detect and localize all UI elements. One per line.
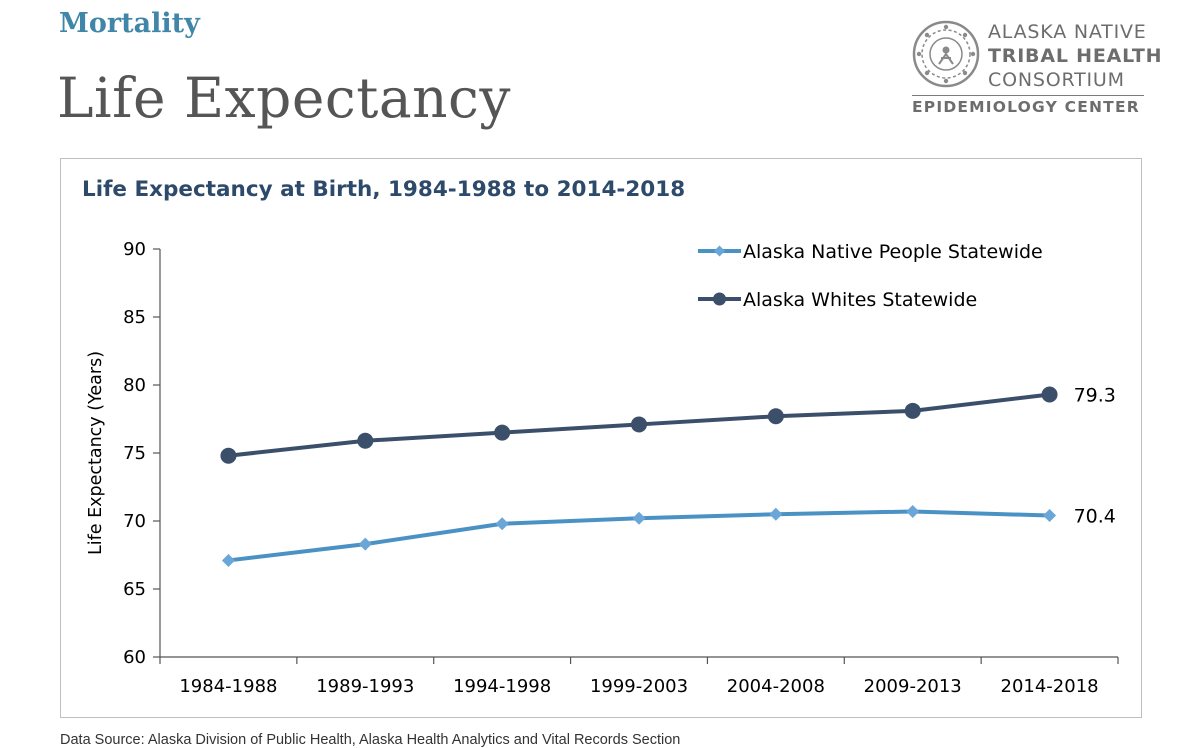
- data-point-series-2: [904, 402, 921, 419]
- y-tick-label: 60: [123, 647, 146, 668]
- logo-subtitle: EPIDEMIOLOGY CENTER: [912, 98, 1140, 116]
- data-point-series-1: [632, 511, 646, 525]
- logo-line-1: ALASKA NATIVE: [988, 21, 1147, 43]
- chart-title: Life Expectancy at Birth, 1984-1988 to 2…: [82, 177, 686, 202]
- x-tick-label: 1989-1993: [316, 676, 414, 697]
- y-tick-label: 85: [123, 307, 146, 328]
- data-point-series-1: [221, 553, 235, 567]
- data-point-series-1: [1043, 509, 1057, 523]
- data-label-series-2: 79.3: [1074, 385, 1116, 407]
- line-chart: 60 65 70 75 80 85 90 1984-1988 1989-1993 1994-199…: [86, 239, 1119, 697]
- data-point-series-2: [631, 416, 647, 433]
- x-tick-label: 1999-2003: [590, 676, 688, 697]
- data-point-series-2: [357, 432, 374, 449]
- x-tick-label: 2009-2013: [864, 676, 962, 697]
- data-point-series-1: [769, 507, 783, 521]
- data-point-series-1: [358, 537, 372, 551]
- y-tick-label: 65: [123, 579, 146, 600]
- logo-line-2: TRIBAL HEALTH: [988, 45, 1163, 67]
- data-point-series-1: [906, 504, 920, 518]
- legend-marker-2: [713, 292, 726, 306]
- y-tick-label: 75: [123, 443, 146, 464]
- x-tick-label: 2014-2018: [1001, 676, 1099, 697]
- section-heading: Mortality: [59, 8, 200, 39]
- legend-marker-1: [714, 245, 725, 257]
- data-source-note: Data Source: Alaska Division of Public H…: [60, 732, 681, 748]
- y-tick-label: 80: [123, 375, 146, 396]
- data-point-series-2: [1041, 386, 1058, 403]
- y-axis-label: Life Expectancy (Years): [86, 351, 106, 555]
- organization-logo: ALASKA NATIVE TRIBAL HEALTH CONSORTIUM E…: [912, 18, 1162, 118]
- data-point-series-2: [767, 408, 784, 425]
- page-title: Life Expectancy: [57, 66, 511, 130]
- data-point-series-2: [494, 424, 511, 441]
- logo-line-3: CONSORTIUM: [988, 69, 1125, 91]
- x-tick-label: 2004-2008: [727, 676, 825, 697]
- data-point-series-2: [220, 447, 237, 464]
- data-point-series-1: [495, 517, 509, 531]
- data-label-series-1: 70.4: [1074, 506, 1116, 528]
- chart-panel: Life Expectancy at Birth, 1984-1988 to 2…: [60, 158, 1142, 718]
- y-tick-label: 70: [123, 511, 146, 532]
- legend-label-1: Alaska Native People Statewide: [743, 241, 1043, 263]
- logo-divider: [912, 95, 1144, 96]
- y-tick-label: 90: [123, 239, 146, 260]
- tribal-seal-icon: [912, 20, 980, 88]
- logo-wordmark: ALASKA NATIVE TRIBAL HEALTH CONSORTIUM: [988, 20, 1162, 92]
- x-tick-label: 1994-1998: [453, 676, 551, 697]
- legend-label-2: Alaska Whites Statewide: [743, 289, 977, 311]
- x-tick-label: 1984-1988: [179, 676, 277, 697]
